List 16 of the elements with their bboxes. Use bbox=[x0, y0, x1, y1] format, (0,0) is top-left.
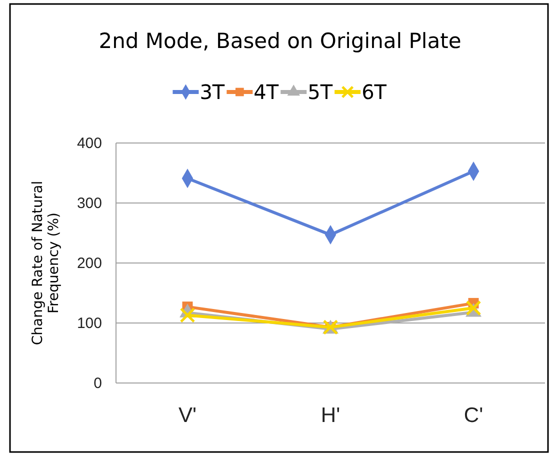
x-tick-label: V' bbox=[178, 404, 197, 427]
legend-label: 6T bbox=[362, 80, 388, 104]
legend-label: 4T bbox=[254, 80, 280, 104]
chart-title: 2nd Mode, Based on Original Plate bbox=[98, 29, 462, 53]
x-tick-label: H' bbox=[320, 404, 340, 427]
point bbox=[466, 300, 482, 316]
x-tick-label: C' bbox=[464, 404, 484, 427]
y-axis-title: Change Rate of Natural Frequency (%) bbox=[30, 180, 62, 346]
point bbox=[180, 308, 196, 323]
legend-label: 5T bbox=[308, 80, 334, 104]
y-tick-label: 300 bbox=[76, 194, 102, 212]
y-tick-label: 200 bbox=[76, 254, 102, 272]
y-tick-label: 100 bbox=[76, 314, 102, 332]
y-tick-label: 400 bbox=[76, 134, 102, 152]
y-tick-label: 0 bbox=[94, 374, 102, 392]
legend-label: 3T bbox=[200, 80, 226, 104]
